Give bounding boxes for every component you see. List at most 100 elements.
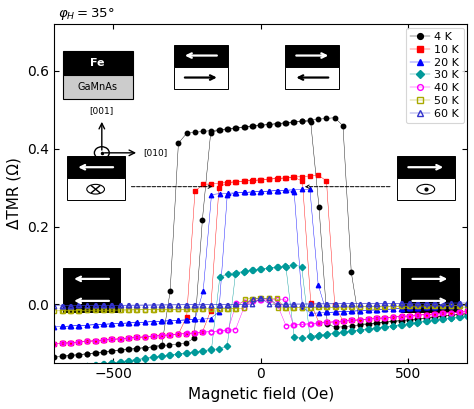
50 K bbox=[440, 303, 446, 308]
40 K bbox=[60, 341, 65, 346]
30 K bbox=[175, 352, 181, 357]
60 K bbox=[275, 302, 281, 307]
40 K bbox=[126, 336, 132, 341]
50 K bbox=[201, 306, 206, 311]
10 K bbox=[457, 310, 463, 315]
20 K bbox=[391, 306, 396, 311]
40 K bbox=[242, 299, 247, 304]
20 K bbox=[366, 308, 372, 313]
4 K bbox=[275, 121, 281, 126]
40 K bbox=[275, 303, 281, 308]
4 K bbox=[432, 315, 438, 319]
Text: GaMnAs: GaMnAs bbox=[78, 82, 118, 92]
50 K bbox=[383, 304, 388, 309]
40 K bbox=[52, 342, 57, 346]
30 K bbox=[159, 354, 165, 359]
30 K bbox=[258, 267, 264, 272]
4 K bbox=[366, 321, 372, 326]
4 K bbox=[333, 325, 338, 330]
40 K bbox=[457, 310, 463, 315]
50 K bbox=[457, 303, 463, 308]
10 K bbox=[201, 182, 206, 187]
40 K bbox=[217, 328, 223, 333]
20 K bbox=[52, 324, 57, 329]
10 K bbox=[324, 320, 330, 325]
50 K bbox=[399, 304, 405, 309]
4 K bbox=[60, 354, 65, 359]
60 K bbox=[84, 303, 90, 308]
30 K bbox=[275, 265, 281, 270]
30 K bbox=[209, 347, 214, 352]
30 K bbox=[242, 269, 247, 274]
20 K bbox=[192, 317, 198, 322]
60 K bbox=[415, 301, 421, 306]
50 K bbox=[217, 306, 223, 311]
50 K bbox=[184, 307, 190, 312]
50 K bbox=[424, 303, 429, 308]
40 K bbox=[407, 313, 413, 318]
4 K bbox=[316, 205, 322, 210]
20 K bbox=[126, 321, 132, 326]
30 K bbox=[217, 275, 223, 280]
30 K bbox=[357, 328, 363, 333]
30 K bbox=[308, 334, 314, 339]
10 K bbox=[292, 175, 297, 180]
30 K bbox=[93, 362, 99, 367]
30 K bbox=[60, 367, 65, 372]
30 K bbox=[84, 364, 90, 369]
Line: 50 K: 50 K bbox=[52, 296, 462, 313]
40 K bbox=[68, 340, 74, 345]
30 K bbox=[109, 360, 115, 365]
20 K bbox=[134, 320, 140, 325]
10 K bbox=[407, 313, 413, 318]
30 K bbox=[366, 326, 372, 331]
10 K bbox=[126, 336, 132, 341]
20 K bbox=[324, 310, 330, 315]
30 K bbox=[234, 270, 239, 275]
4 K bbox=[258, 123, 264, 128]
4 K bbox=[383, 320, 388, 325]
30 K bbox=[283, 265, 289, 270]
Bar bbox=[67, 178, 125, 200]
50 K bbox=[192, 307, 198, 312]
20 K bbox=[440, 304, 446, 309]
60 K bbox=[283, 302, 289, 307]
50 K bbox=[357, 304, 363, 309]
50 K bbox=[432, 303, 438, 308]
40 K bbox=[175, 332, 181, 337]
10 K bbox=[242, 179, 247, 184]
30 K bbox=[192, 349, 198, 354]
30 K bbox=[225, 271, 231, 276]
10 K bbox=[60, 341, 65, 346]
40 K bbox=[250, 299, 255, 303]
50 K bbox=[159, 307, 165, 312]
4 K bbox=[101, 350, 107, 355]
60 K bbox=[349, 301, 355, 306]
10 K bbox=[424, 312, 429, 317]
60 K bbox=[399, 301, 405, 306]
Legend: 4 K, 10 K, 20 K, 30 K, 40 K, 50 K, 60 K: 4 K, 10 K, 20 K, 30 K, 40 K, 50 K, 60 K bbox=[406, 27, 464, 123]
60 K bbox=[109, 303, 115, 308]
20 K bbox=[258, 189, 264, 194]
Line: 20 K: 20 K bbox=[52, 188, 462, 329]
50 K bbox=[341, 305, 346, 310]
20 K bbox=[308, 311, 314, 316]
60 K bbox=[391, 301, 396, 306]
30 K bbox=[383, 324, 388, 329]
10 K bbox=[391, 315, 396, 319]
Text: $\varphi_H = 35°$: $\varphi_H = 35°$ bbox=[58, 7, 115, 22]
60 K bbox=[324, 301, 330, 306]
50 K bbox=[415, 303, 421, 308]
40 K bbox=[76, 339, 82, 344]
4 K bbox=[143, 345, 148, 350]
30 K bbox=[415, 320, 421, 325]
4 K bbox=[308, 120, 314, 125]
10 K bbox=[234, 179, 239, 184]
50 K bbox=[68, 308, 74, 313]
10 K bbox=[383, 315, 388, 320]
50 K bbox=[60, 308, 65, 313]
20 K bbox=[76, 323, 82, 328]
10 K bbox=[52, 342, 57, 346]
4 K bbox=[52, 355, 57, 360]
20 K bbox=[151, 319, 156, 324]
